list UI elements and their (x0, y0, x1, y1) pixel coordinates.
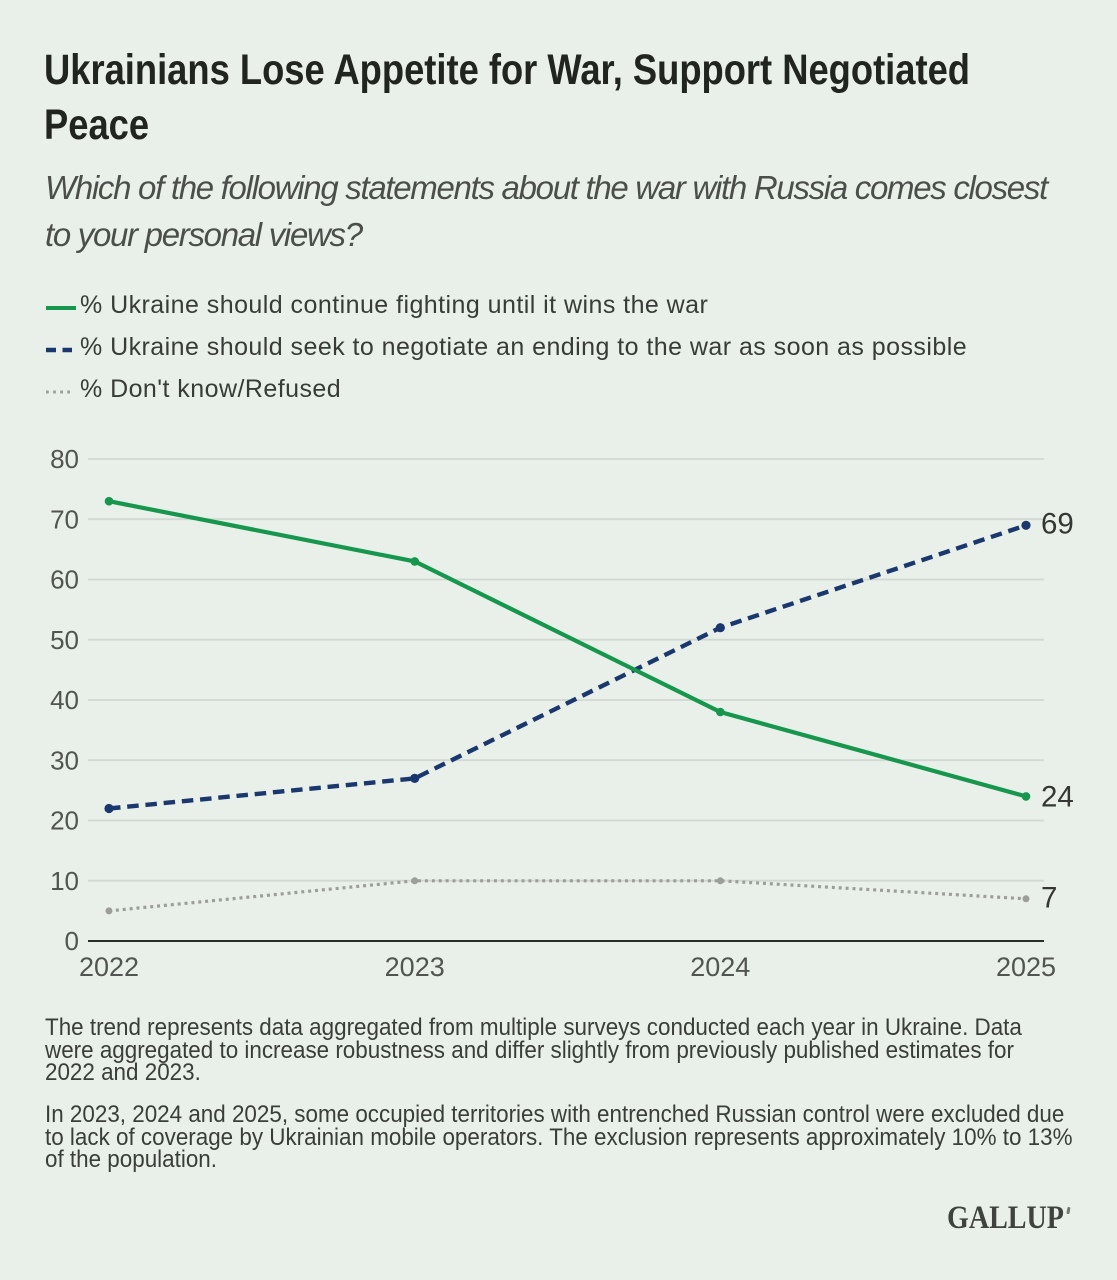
svg-text:7: 7 (1041, 882, 1057, 915)
svg-text:0: 0 (65, 926, 79, 956)
svg-text:50: 50 (50, 625, 79, 655)
svg-text:2024: 2024 (690, 952, 750, 982)
svg-text:60: 60 (50, 565, 79, 595)
svg-text:30: 30 (50, 745, 79, 775)
svg-text:2022: 2022 (79, 952, 139, 982)
svg-text:69: 69 (1041, 508, 1074, 541)
svg-text:10: 10 (50, 866, 79, 896)
svg-text:24: 24 (1041, 781, 1074, 814)
svg-text:2025: 2025 (996, 952, 1056, 982)
svg-text:80: 80 (50, 444, 79, 474)
svg-text:20: 20 (50, 806, 79, 836)
svg-text:2023: 2023 (385, 952, 445, 982)
svg-text:70: 70 (50, 504, 79, 534)
svg-text:40: 40 (50, 685, 79, 715)
